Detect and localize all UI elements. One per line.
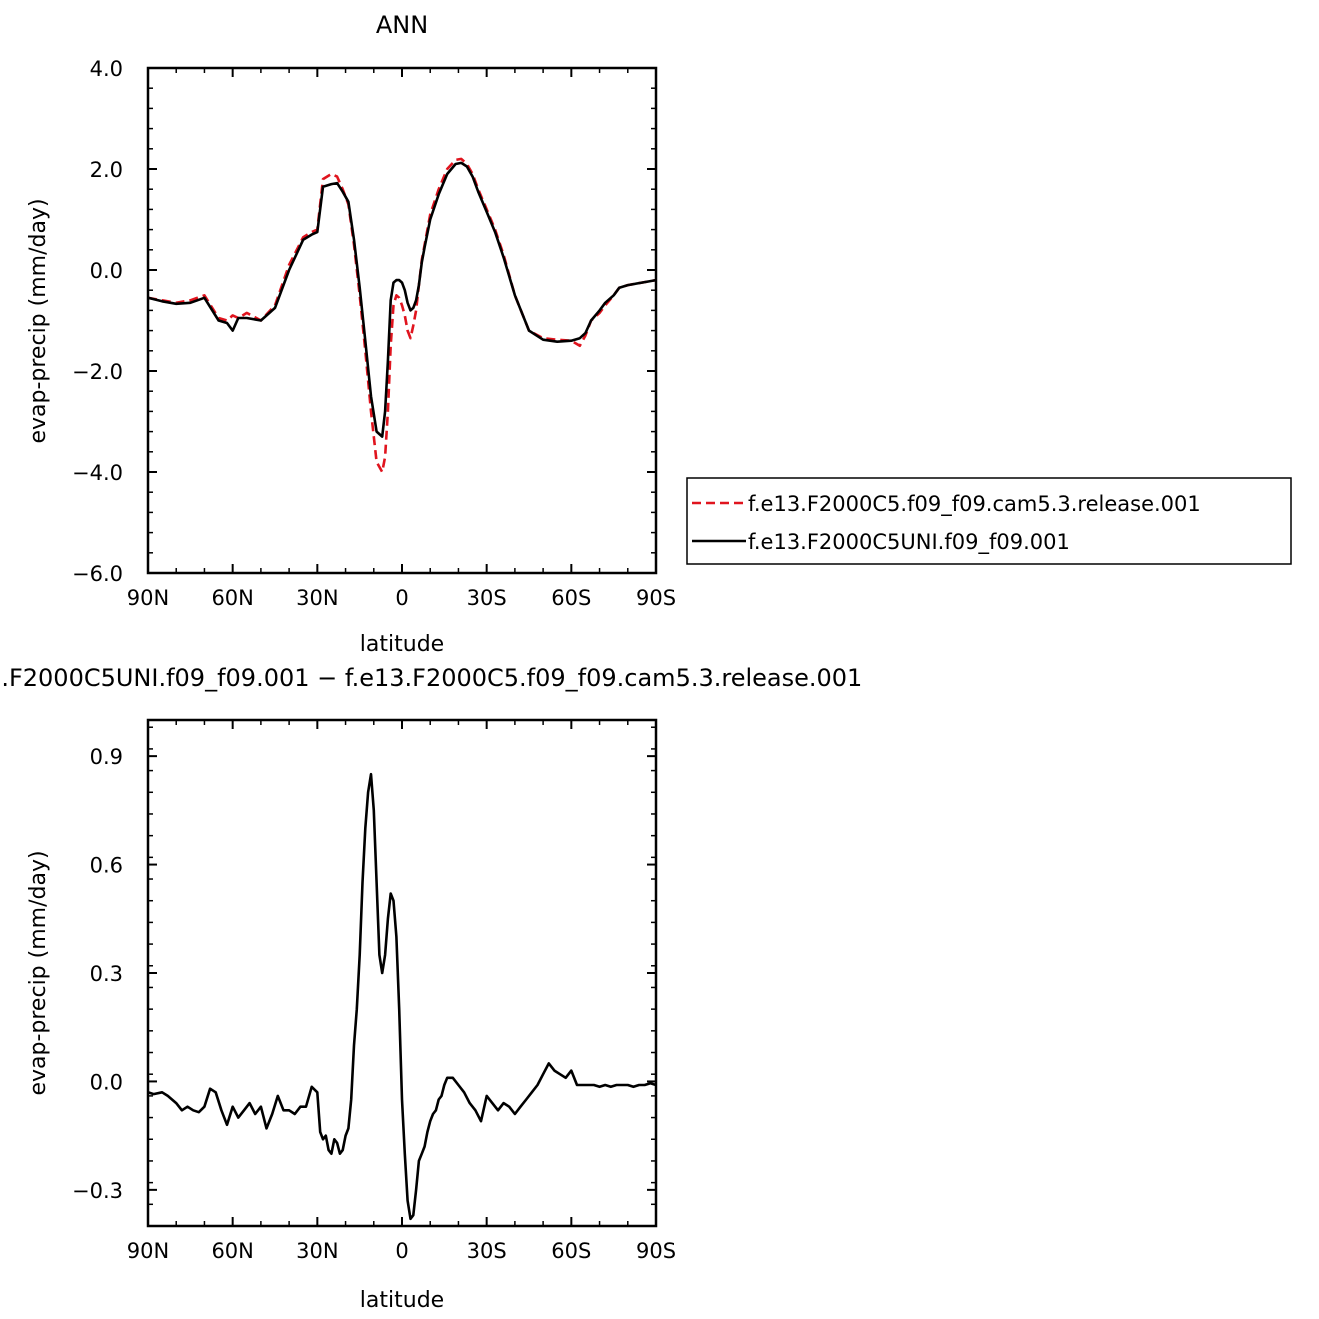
plot-frame-bottom [146, 718, 658, 1228]
x-tick-label: 30N [296, 586, 338, 610]
series-line-0 [147, 157, 657, 474]
x-tick-label: 60N [211, 1239, 253, 1263]
chart-title-bottom: f.e13.F2000C5UNI.f09_f09.001 − f.e13.F20… [0, 664, 862, 692]
y-tick-label: −0.3 [72, 1179, 123, 1203]
x-tick-label: 90N [127, 586, 169, 610]
y-tick-label: −4.0 [72, 461, 123, 485]
series-line-0 [147, 772, 657, 1221]
legend-label-1: f.e13.F2000C5UNI.f09_f09.001 [748, 530, 1070, 555]
y-tick-label: 0.0 [90, 1070, 123, 1094]
y-tick-label: 0.6 [90, 854, 123, 878]
panel-bottom: f.e13.F2000C5UNI.f09_f09.001 − f.e13.F20… [0, 664, 862, 1313]
x-tick-label: 30N [296, 1239, 338, 1263]
x-tick-label: 30S [467, 586, 507, 610]
x-tick-label: 60S [551, 586, 591, 610]
x-tick-label: 60S [551, 1239, 591, 1263]
x-tick-label: 90N [127, 1239, 169, 1263]
x-tick-label: 30S [467, 1239, 507, 1263]
x-tick-label: 0 [395, 1239, 408, 1263]
panel-top: ANN evap-precip (mm/day) latitude 90N 60N… [26, 11, 676, 657]
y-axis-label-bottom: evap-precip (mm/day) [26, 850, 51, 1095]
y-axis-label-top: evap-precip (mm/day) [26, 198, 51, 443]
y-tick-label: −6.0 [72, 562, 123, 586]
x-tick-label: 60N [211, 586, 253, 610]
y-tick-label: 0.3 [90, 962, 123, 986]
plot-frame-top [146, 66, 658, 575]
x-tick-label: 0 [395, 586, 408, 610]
y-tick-label: 0.0 [90, 259, 123, 283]
x-axis-label-bottom: latitude [360, 1288, 444, 1313]
x-tick-label: 90S [636, 586, 676, 610]
legend-label-0: f.e13.F2000C5.f09_f09.cam5.3.release.001 [748, 492, 1201, 517]
y-tick-label: 0.9 [90, 745, 123, 769]
series-line-1 [147, 161, 657, 438]
y-tick-label: −2.0 [72, 360, 123, 384]
x-tick-label: 90S [636, 1239, 676, 1263]
x-axis-label-top: latitude [360, 632, 444, 657]
legend-box [686, 477, 1292, 565]
y-tick-label: 4.0 [90, 57, 123, 81]
chart-title-top: ANN [376, 11, 428, 39]
legend: f.e13.F2000C5.f09_f09.cam5.3.release.001… [686, 477, 1292, 565]
y-tick-label: 2.0 [90, 158, 123, 182]
